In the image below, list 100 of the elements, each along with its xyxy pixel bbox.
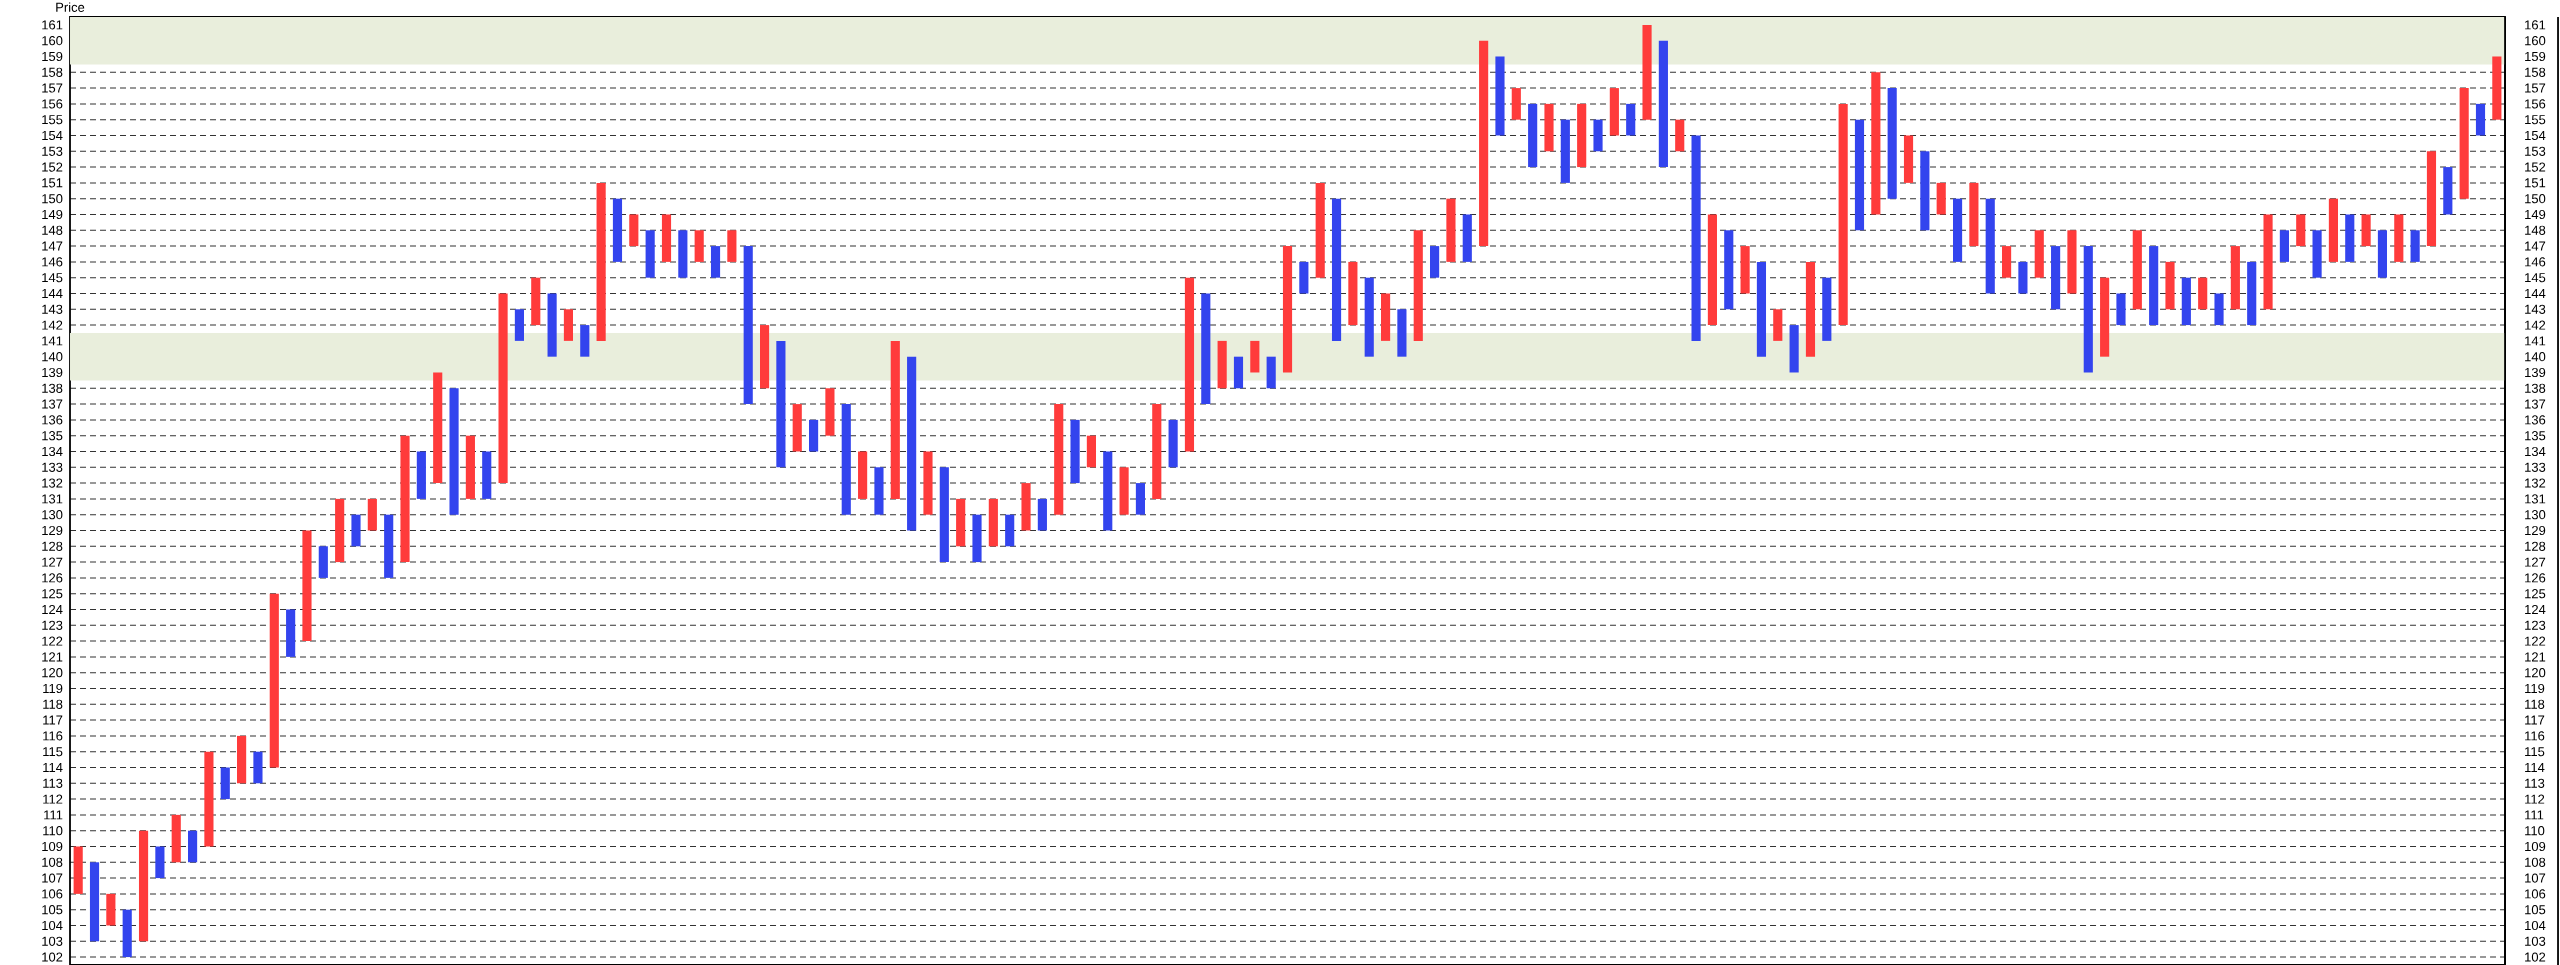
y2-tick-label: 120 [2525, 668, 2546, 678]
y-tick-label: 134 [42, 446, 63, 457]
bar [1609, 88, 1619, 136]
y-tick-label: 138 [42, 383, 63, 393]
y-tick-label: 108 [42, 857, 63, 867]
y2-tick-label: 146 [2525, 257, 2546, 267]
bar [972, 514, 982, 563]
y2-tick-label: 147 [2525, 241, 2546, 251]
bar [253, 751, 263, 784]
y-tick-label: 144 [42, 289, 63, 298]
y2-tick-label: 112 [2525, 794, 2545, 804]
bar [907, 356, 917, 531]
y-tick-label: 141 [42, 336, 63, 346]
bar [2459, 88, 2469, 199]
bar [155, 846, 165, 879]
y-tick-label: 117 [43, 715, 63, 725]
y2-tick-label: 119 [2525, 683, 2545, 694]
y2-tick-label: 137 [2525, 399, 2546, 409]
y-tick-label: 158 [42, 67, 63, 77]
bar [1593, 119, 1603, 152]
bar [171, 814, 181, 863]
bar [694, 230, 704, 262]
y2-tick-label: 115 [2525, 747, 2545, 757]
y-tick-label: 106 [42, 889, 63, 899]
bar [776, 340, 786, 468]
y2-tick-label: 113 [2525, 778, 2545, 788]
bar [2181, 277, 2191, 326]
bar [302, 530, 312, 642]
bar [1969, 182, 1979, 247]
y2-tick-label: 123 [2525, 620, 2546, 630]
bar [2100, 277, 2110, 357]
y-tick-label: 154 [42, 130, 63, 141]
bar [2394, 214, 2404, 262]
y-tick-label: 110 [43, 826, 63, 836]
bar [2377, 230, 2388, 278]
bar [269, 593, 279, 768]
bar [1005, 514, 1015, 547]
y2-tick-label: 144 [2525, 289, 2546, 298]
y2-tick-label: 140 [2525, 352, 2546, 362]
y-tick-label: 118 [43, 699, 63, 709]
bar [1299, 261, 1309, 294]
bar [1773, 309, 1783, 341]
bar [433, 372, 443, 484]
bar [563, 309, 574, 341]
bar [1331, 198, 1342, 341]
y-tick-label: 131 [42, 494, 63, 504]
bar [1430, 246, 1440, 278]
y2-tick-label: 138 [2525, 383, 2546, 393]
bar [1936, 182, 1946, 215]
bar [1756, 261, 1767, 357]
bar [661, 214, 672, 262]
bar [2426, 151, 2437, 247]
y2-tick-label: 161 [2525, 20, 2546, 30]
bar [188, 830, 198, 863]
bar [1413, 230, 1423, 341]
y2-tick-label: 156 [2525, 99, 2546, 109]
bar [1805, 261, 1816, 357]
bar [2149, 246, 2159, 326]
bar [678, 230, 688, 278]
bar [2492, 56, 2502, 120]
y2-tick-label: 126 [2525, 573, 2546, 583]
y-tick-label: 102 [42, 952, 63, 962]
bar [1626, 103, 1636, 136]
bar [1577, 103, 1587, 168]
y-tick-label: 107 [42, 873, 63, 883]
bar [89, 862, 100, 942]
bar [1119, 467, 1129, 515]
y-tick-label: 105 [42, 905, 63, 915]
y-tick-label: 104 [42, 920, 63, 931]
bar [1315, 182, 1325, 278]
y2-tick-label: 141 [2525, 336, 2546, 346]
bar [1511, 88, 1521, 120]
bar [465, 435, 475, 499]
bar [1903, 135, 1914, 183]
y-tick-label: 133 [42, 462, 63, 472]
bar [286, 609, 296, 657]
y-tick-label: 137 [42, 399, 63, 409]
bar [138, 830, 149, 942]
bar [2067, 230, 2077, 294]
bar [1070, 419, 1080, 484]
y-tick-label: 151 [42, 178, 63, 188]
bar [2475, 103, 2486, 136]
bar [351, 514, 361, 547]
bar [1724, 230, 1734, 310]
y2-tick-label: 132 [2525, 478, 2546, 488]
y-tick-label: 128 [42, 541, 63, 551]
bar [1854, 119, 1865, 231]
bar [1528, 103, 1538, 168]
bar [400, 435, 410, 563]
y-axis-title: Price [56, 2, 85, 12]
bar [1479, 40, 1489, 247]
y2-tick-label: 102 [2525, 952, 2546, 962]
y-tick-label: 160 [42, 36, 63, 46]
bar [2116, 293, 2126, 326]
bar [939, 467, 949, 563]
y-tick-label: 147 [42, 241, 63, 251]
y-tick-label: 159 [42, 51, 63, 62]
bar [2083, 246, 2093, 373]
bar [1446, 198, 1456, 262]
bar [1789, 325, 1799, 373]
